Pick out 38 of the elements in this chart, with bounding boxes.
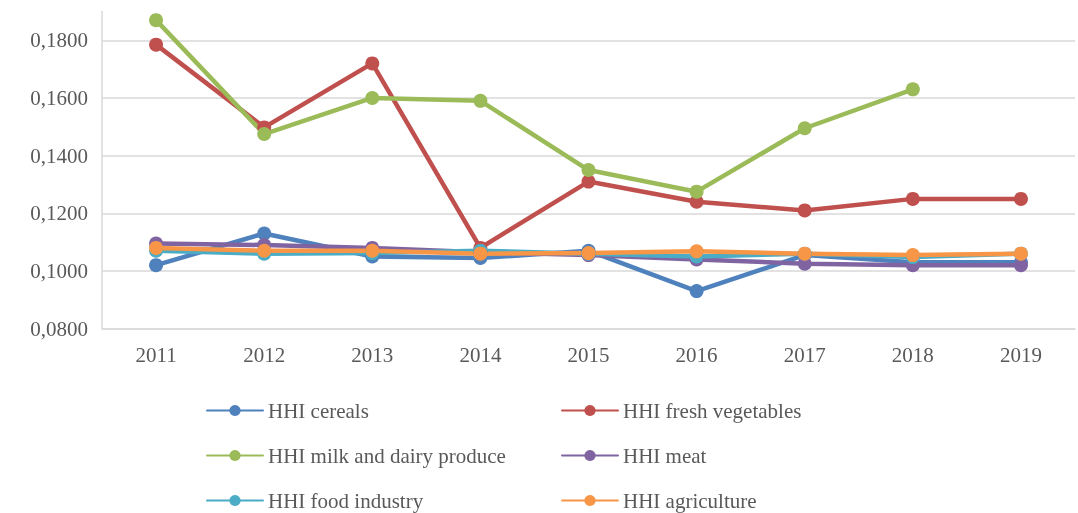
x-tick-label: 2014 xyxy=(459,343,502,368)
point xyxy=(149,258,164,273)
x-tick-label: 2018 xyxy=(891,343,934,368)
x-tick-label: 2011 xyxy=(135,343,177,368)
y-tick-label: 0,1200 xyxy=(30,201,88,226)
x-tick-label: 2012 xyxy=(243,343,286,368)
point xyxy=(689,284,704,299)
point xyxy=(905,191,920,206)
x-tick-label: 2015 xyxy=(567,343,610,368)
point xyxy=(365,90,380,105)
point xyxy=(257,127,272,142)
point xyxy=(365,56,380,71)
x-tick-label: 2019 xyxy=(999,343,1042,368)
point xyxy=(905,82,920,97)
point xyxy=(473,93,488,108)
x-tick-label: 2017 xyxy=(783,343,826,368)
y-tick-label: 0,1800 xyxy=(30,28,88,53)
legend-label: HHI milk and dairy produce xyxy=(268,443,506,468)
y-tick-label: 0,1400 xyxy=(30,143,88,168)
point xyxy=(581,163,596,178)
point xyxy=(797,203,812,218)
point xyxy=(797,121,812,136)
point xyxy=(149,13,164,28)
point xyxy=(689,244,704,259)
y-tick-label: 0,1600 xyxy=(30,85,88,110)
point xyxy=(689,184,704,199)
point xyxy=(149,37,164,52)
x-tick-label: 2013 xyxy=(351,343,394,368)
point xyxy=(1013,191,1028,206)
y-tick-label: 0,0800 xyxy=(30,316,88,341)
legend-label: HHI agriculture xyxy=(623,488,757,513)
point xyxy=(257,226,272,241)
x-tick-label: 2016 xyxy=(675,343,718,368)
legend-label: HHI food industry xyxy=(268,488,424,513)
legend-label: HHI fresh vegetables xyxy=(623,398,802,423)
legend-label: HHI meat xyxy=(623,443,707,468)
legend-label: HHI cereals xyxy=(268,398,369,423)
y-tick-label: 0,1000 xyxy=(30,258,88,283)
